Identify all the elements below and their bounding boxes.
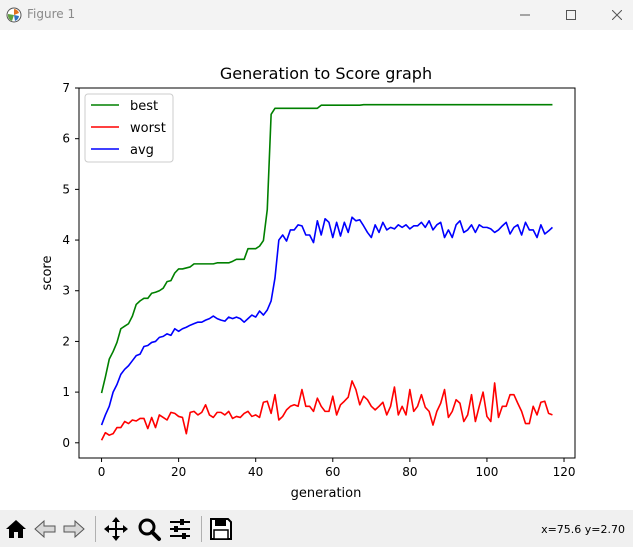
x-axis-label: generation (291, 486, 362, 501)
toolbar-separator (95, 516, 96, 542)
axis-ticks: 0 20 40 60 80 100 120 0 1 2 3 4 5 6 7 (62, 81, 575, 479)
legend-label-worst: worst (130, 121, 166, 136)
y-tick-label: 0 (62, 436, 70, 450)
pan-icon (104, 517, 128, 541)
y-tick-label: 5 (62, 182, 70, 196)
y-tick-label: 7 (62, 81, 70, 95)
y-tick-label: 4 (62, 233, 70, 247)
series-line-best (100, 103, 553, 394)
matplotlib-app-icon (6, 7, 22, 23)
x-tick-label: 40 (248, 465, 263, 479)
x-tick-label: 20 (171, 465, 186, 479)
maximize-button[interactable] (548, 0, 594, 30)
forward-arrow-icon (63, 519, 85, 539)
chart-title: Generation to Score graph (220, 64, 432, 83)
save-icon (210, 518, 232, 540)
window-title: Figure 1 (27, 7, 76, 21)
y-tick-label: 6 (62, 132, 70, 146)
plot-frame (78, 87, 576, 459)
maximize-icon (566, 10, 576, 20)
y-tick-label: 2 (62, 334, 70, 348)
minimize-icon (520, 14, 530, 16)
x-tick-label: 100 (475, 465, 498, 479)
close-icon (612, 10, 622, 20)
forward-button[interactable] (61, 516, 87, 542)
cursor-coordinates: x=75.6 y=2.70 (541, 523, 625, 536)
zoom-button[interactable] (136, 516, 162, 542)
legend: best worst avg (84, 93, 174, 163)
legend-frame (84, 93, 174, 163)
configure-subplots-icon (170, 519, 190, 539)
home-icon (6, 520, 26, 538)
toolbar-separator (201, 516, 202, 542)
figure-canvas[interactable]: Generation to Score graph 0 20 40 60 80 100 12… (0, 30, 633, 510)
y-axis-label: score (40, 256, 55, 291)
line-chart: Generation to Score graph 0 20 40 60 80 100 12… (40, 64, 576, 501)
x-tick-label: 120 (553, 465, 576, 479)
minimize-button[interactable] (502, 0, 548, 30)
y-tick-label: 3 (62, 284, 70, 298)
series-line-avg (100, 216, 553, 426)
configure-subplots-button[interactable] (167, 516, 193, 542)
y-tick-label: 1 (62, 385, 70, 399)
back-arrow-icon (34, 519, 56, 539)
home-button[interactable] (3, 516, 29, 542)
data-series (100, 103, 553, 441)
legend-label-avg: avg (130, 143, 154, 158)
x-tick-label: 0 (98, 465, 106, 479)
navigation-toolbar: x=75.6 y=2.70 (0, 510, 633, 547)
x-tick-label: 80 (402, 465, 417, 479)
zoom-icon (138, 518, 161, 541)
legend-label-best: best (130, 99, 158, 114)
pan-button[interactable] (103, 516, 129, 542)
title-bar: Figure 1 (0, 0, 633, 30)
back-button[interactable] (32, 516, 58, 542)
x-tick-label: 60 (325, 465, 340, 479)
save-button[interactable] (208, 516, 234, 542)
series-line-worst (100, 380, 553, 441)
close-button[interactable] (594, 0, 633, 30)
